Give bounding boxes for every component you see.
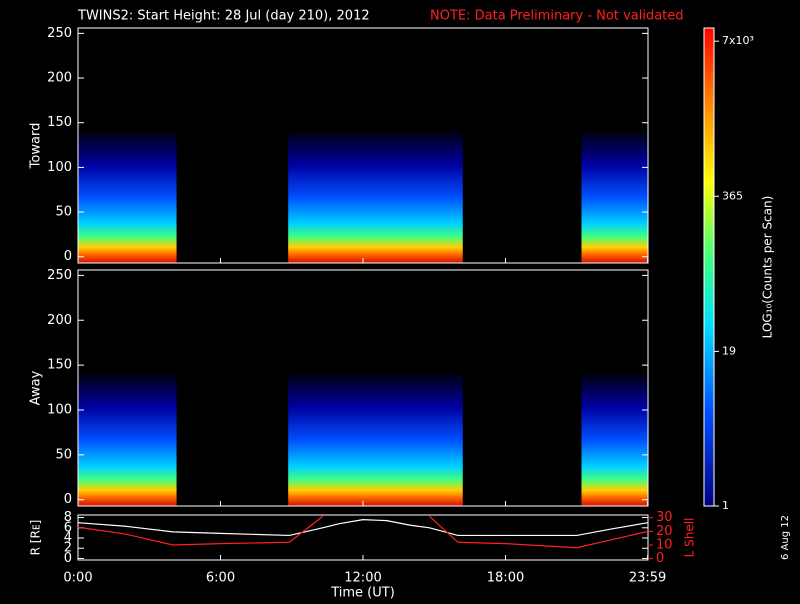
y-tick-label: 0 — [64, 249, 72, 264]
spectrogram-block — [288, 374, 463, 506]
y-tick-label: 150 — [47, 358, 72, 373]
spectrogram-block — [581, 374, 648, 506]
x-tick-label: 23:59 — [629, 571, 666, 586]
colorbar-label: LOG₁₀(Counts per Scan) — [761, 196, 775, 339]
y-tick-label: 250 — [47, 26, 72, 41]
y-tick-label: 0 — [64, 492, 72, 507]
y2-tick-label: 10 — [656, 538, 673, 553]
y-tick-label: 100 — [47, 160, 72, 175]
x-tick-label: 18:00 — [487, 571, 524, 586]
y-tick-label: 6 — [64, 520, 72, 535]
y-tick-label: 4 — [64, 531, 72, 546]
y2-tick-label: 30 — [656, 510, 673, 525]
y2-axis-label: L Shell — [683, 518, 697, 558]
colorbar-tick-label: 19 — [722, 344, 736, 357]
title: TWINS2: Start Height: 28 Jul (day 210), … — [77, 9, 370, 24]
y-tick-label: 200 — [47, 71, 72, 86]
spectrogram-block — [288, 131, 463, 263]
y-axis-label: Toward — [29, 123, 44, 170]
x-tick-label: 0:00 — [63, 571, 92, 586]
y-axis-label: R [Rᴇ] — [29, 520, 43, 556]
y-tick-label: 100 — [47, 402, 72, 417]
y-tick-label: 50 — [55, 447, 72, 462]
y2-tick-label: 0 — [656, 551, 664, 566]
y-tick-label: 250 — [47, 268, 72, 283]
y-axis-label: Away — [29, 370, 44, 405]
x-tick-label: 6:00 — [206, 571, 235, 586]
colorbar-tick-label: 7x10³ — [722, 34, 754, 47]
note: NOTE: Data Preliminary - Not validated — [430, 9, 684, 24]
series-line — [78, 518, 648, 537]
spectrogram-block — [581, 131, 648, 263]
x-tick-label: 12:00 — [344, 571, 381, 586]
x-axis-label: Time (UT) — [330, 586, 395, 601]
spectrogram-block — [78, 131, 177, 263]
y-tick-label: 0 — [64, 551, 72, 566]
axis-frame — [77, 514, 649, 561]
y2-tick-label: 20 — [656, 524, 673, 539]
y-tick-label: 50 — [55, 205, 72, 220]
colorbar — [703, 27, 715, 507]
colorbar-tick-label: 365 — [722, 189, 743, 202]
date-stamp: 6 Aug 12 — [780, 515, 791, 560]
y-tick-label: 150 — [47, 115, 72, 130]
y-tick-label: 200 — [47, 313, 72, 328]
y-tick-label: 2 — [64, 541, 72, 556]
spectrogram-block — [78, 374, 177, 506]
colorbar-tick-label: 1 — [722, 499, 729, 512]
series-line — [78, 515, 648, 549]
y-tick-label: 8 — [64, 510, 72, 525]
